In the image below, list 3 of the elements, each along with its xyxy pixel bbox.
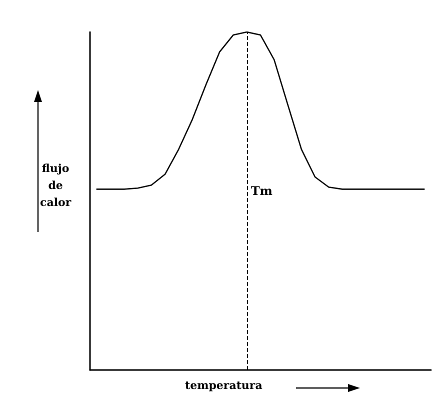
y-axis-title: flujo de calor — [40, 162, 72, 209]
annotation: Tm — [250, 184, 273, 198]
x-axis-title: temperatura — [185, 379, 262, 392]
